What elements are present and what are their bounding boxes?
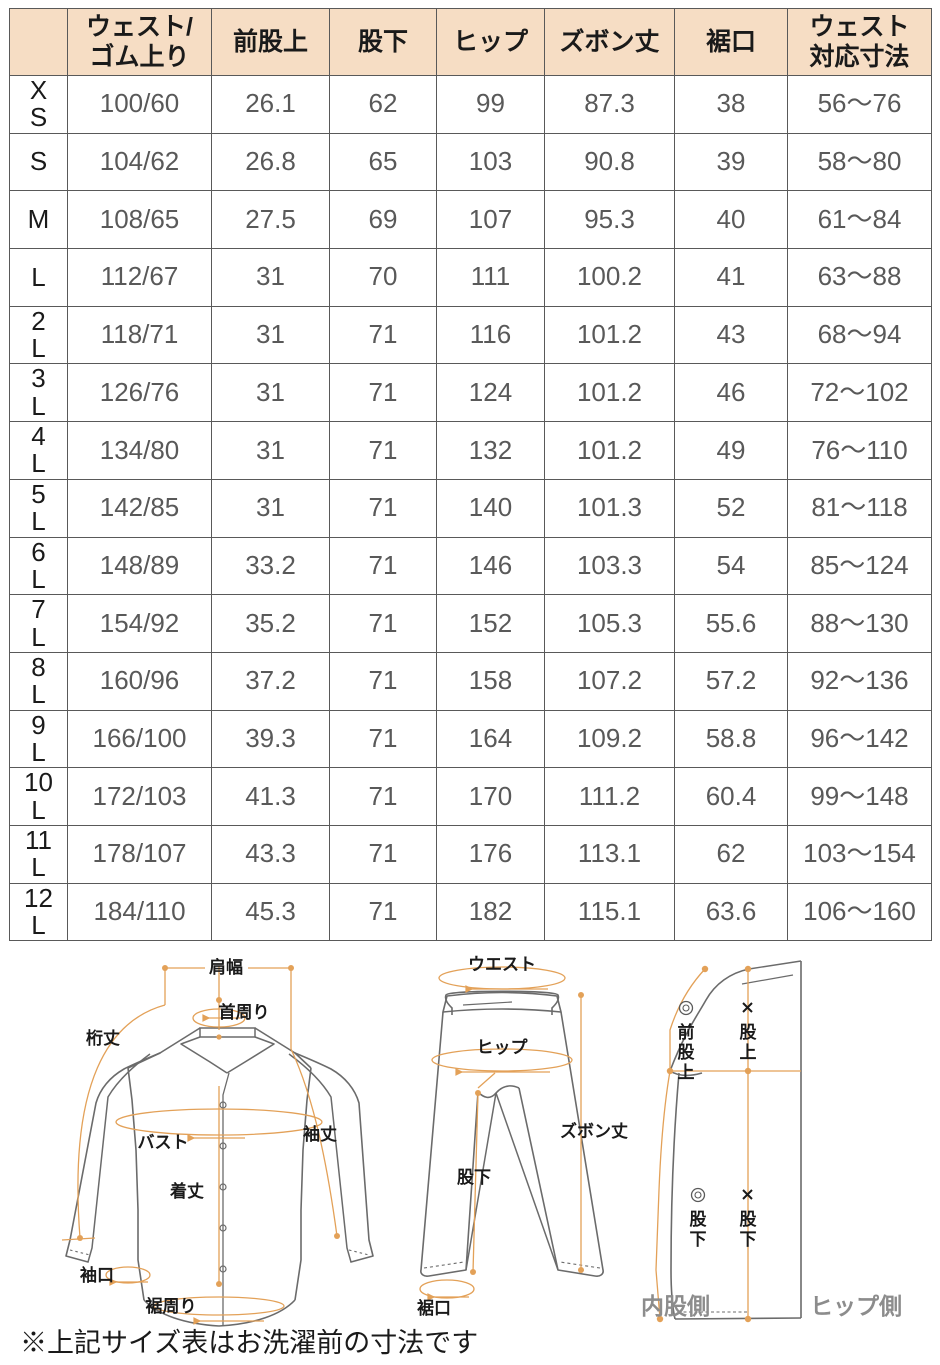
svg-text:股: 股 <box>740 1210 757 1229</box>
svg-text:ズボン丈: ズボン丈 <box>560 1121 628 1141</box>
svg-text:下: 下 <box>740 1230 757 1249</box>
svg-text:ヒップ側: ヒップ側 <box>810 1293 902 1319</box>
svg-text:袖口: 袖口 <box>80 1265 114 1285</box>
svg-text:股: 股 <box>690 1210 707 1229</box>
svg-text:着丈: 着丈 <box>169 1181 204 1201</box>
svg-text:肩幅: 肩幅 <box>209 957 243 977</box>
svg-text:股下: 股下 <box>457 1168 491 1187</box>
svg-text:バスト: バスト <box>138 1133 189 1152</box>
svg-text:裾周り: 裾周り <box>146 1296 197 1316</box>
svg-text:桁丈: 桁丈 <box>86 1029 120 1048</box>
svg-text:下: 下 <box>690 1230 707 1249</box>
svg-text:裾口: 裾口 <box>417 1298 451 1318</box>
svg-text:※上記サイズ表はお洗濯前の寸法です: ※上記サイズ表はお洗濯前の寸法です <box>20 1328 478 1358</box>
svg-text:首周り: 首周り <box>219 1002 270 1022</box>
svg-text:ヒップ: ヒップ <box>477 1037 529 1057</box>
svg-text:上: 上 <box>678 1063 695 1082</box>
svg-text:ウエスト: ウエスト <box>468 955 536 974</box>
svg-text:前: 前 <box>678 1022 695 1042</box>
svg-text:袖丈: 袖丈 <box>303 1124 337 1144</box>
svg-text:股: 股 <box>740 1023 757 1042</box>
svg-text:上: 上 <box>740 1043 757 1062</box>
svg-text:内股側: 内股側 <box>641 1293 710 1319</box>
svg-text:股: 股 <box>678 1043 695 1062</box>
